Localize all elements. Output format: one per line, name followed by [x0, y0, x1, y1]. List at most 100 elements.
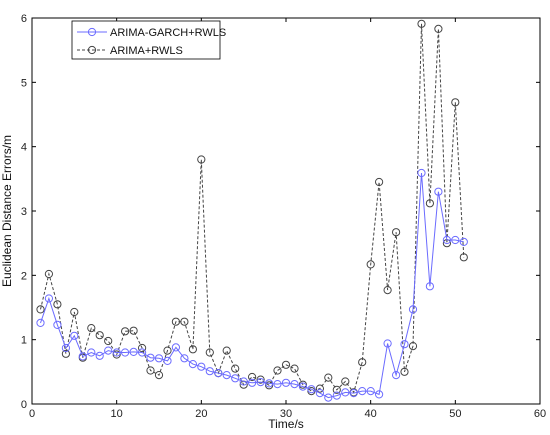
- data-point: [231, 364, 240, 373]
- data-point: [434, 187, 443, 196]
- x-tick-label: 10: [111, 408, 123, 420]
- data-point: [53, 320, 62, 329]
- data-point: [87, 324, 96, 333]
- series-line: [40, 23, 465, 394]
- data-point: [324, 393, 333, 402]
- data-point: [197, 362, 206, 371]
- data-point: [163, 346, 172, 355]
- y-tick-label: 0: [21, 399, 27, 411]
- data-point: [70, 307, 79, 317]
- data-point: [307, 385, 316, 394]
- data-point: [214, 369, 223, 378]
- series-layer: [36, 19, 468, 402]
- data-point: [154, 354, 164, 363]
- data-point: [425, 199, 434, 208]
- x-tick-label: 40: [365, 408, 377, 420]
- data-point: [121, 348, 130, 357]
- data-point: [70, 331, 79, 340]
- data-point: [121, 327, 130, 336]
- data-point: [61, 343, 71, 353]
- x-tick-label: 60: [534, 408, 546, 420]
- legend-label-rwls: ARIMA+RWLS: [110, 45, 183, 57]
- data-point: [375, 177, 384, 187]
- legend-label-garch: ARIMA-GARCH+RWLS: [110, 27, 226, 39]
- data-point: [315, 389, 324, 398]
- data-point: [375, 390, 384, 399]
- data-point: [171, 343, 180, 352]
- data-point: [358, 387, 367, 396]
- data-point: [44, 269, 54, 279]
- x-tick-label: 0: [29, 408, 35, 420]
- data-point: [129, 326, 138, 335]
- plot-frame: [31, 17, 541, 405]
- data-point: [112, 350, 121, 359]
- data-point: [290, 380, 299, 389]
- data-point: [341, 388, 350, 397]
- plot-background: [32, 18, 540, 404]
- data-point: [104, 346, 113, 355]
- data-point: [358, 358, 367, 367]
- data-point: [417, 19, 426, 28]
- data-point: [256, 375, 265, 384]
- y-tick-label: 6: [21, 13, 27, 25]
- data-point: [188, 360, 197, 369]
- data-point: [408, 342, 418, 351]
- y-axis-title: Euclidean Distance Errors/m: [0, 135, 14, 287]
- data-point: [442, 235, 451, 245]
- data-point: [222, 371, 231, 380]
- data-point: [171, 317, 180, 326]
- legend-marker-garch: [87, 27, 97, 37]
- data-point: [112, 348, 121, 357]
- data-point: [273, 366, 282, 375]
- data-point: [383, 339, 392, 348]
- data-point: [383, 286, 392, 295]
- data-point: [392, 371, 401, 380]
- data-point: [104, 336, 113, 346]
- data-point: [349, 389, 358, 398]
- y-tick-label: 3: [21, 206, 27, 218]
- data-point: [256, 378, 265, 387]
- data-point: [231, 374, 240, 383]
- data-point: [205, 367, 214, 376]
- data-point: [78, 352, 87, 361]
- data-point: [138, 343, 147, 353]
- data-point: [281, 378, 291, 387]
- legend: ARIMA-GARCH+RWLS ARIMA+RWLS: [71, 20, 226, 60]
- data-point: [44, 294, 54, 303]
- data-point: [459, 237, 468, 246]
- data-point: [281, 360, 291, 369]
- legend-marker-rwls: [87, 45, 97, 55]
- data-point: [36, 318, 45, 327]
- data-point: [324, 373, 333, 382]
- y-tick-label: 2: [21, 270, 27, 282]
- data-point: [425, 282, 434, 291]
- series-1: [36, 19, 468, 397]
- data-point: [332, 385, 341, 394]
- data-point: [222, 346, 231, 355]
- x-tick-label: 50: [449, 408, 461, 420]
- data-point: [417, 168, 426, 178]
- data-point: [95, 331, 104, 340]
- data-point: [61, 349, 71, 358]
- data-point: [273, 380, 282, 389]
- series-line: [40, 172, 464, 399]
- data-point: [451, 98, 460, 107]
- data-point: [248, 372, 257, 382]
- data-point: [290, 364, 299, 373]
- y-tick-label: 5: [21, 77, 27, 89]
- data-point: [188, 345, 197, 354]
- data-point: [36, 305, 45, 314]
- data-point: [129, 347, 138, 356]
- data-point: [400, 367, 409, 376]
- data-point: [459, 253, 468, 262]
- data-point: [392, 228, 401, 237]
- data-point: [53, 300, 62, 309]
- data-point: [197, 155, 206, 164]
- data-point: [180, 354, 189, 363]
- data-point: [298, 382, 307, 391]
- x-tick-label: 30: [280, 408, 292, 420]
- data-point: [400, 340, 409, 349]
- x-tick-label: 20: [195, 408, 207, 420]
- data-point: [154, 371, 164, 380]
